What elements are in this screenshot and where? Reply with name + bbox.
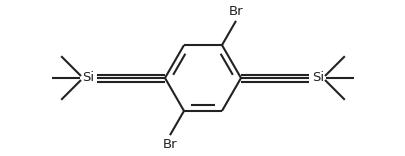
- Text: Br: Br: [162, 138, 177, 151]
- Text: Si: Si: [311, 71, 323, 85]
- Text: Si: Si: [82, 71, 94, 85]
- Text: Br: Br: [228, 5, 243, 18]
